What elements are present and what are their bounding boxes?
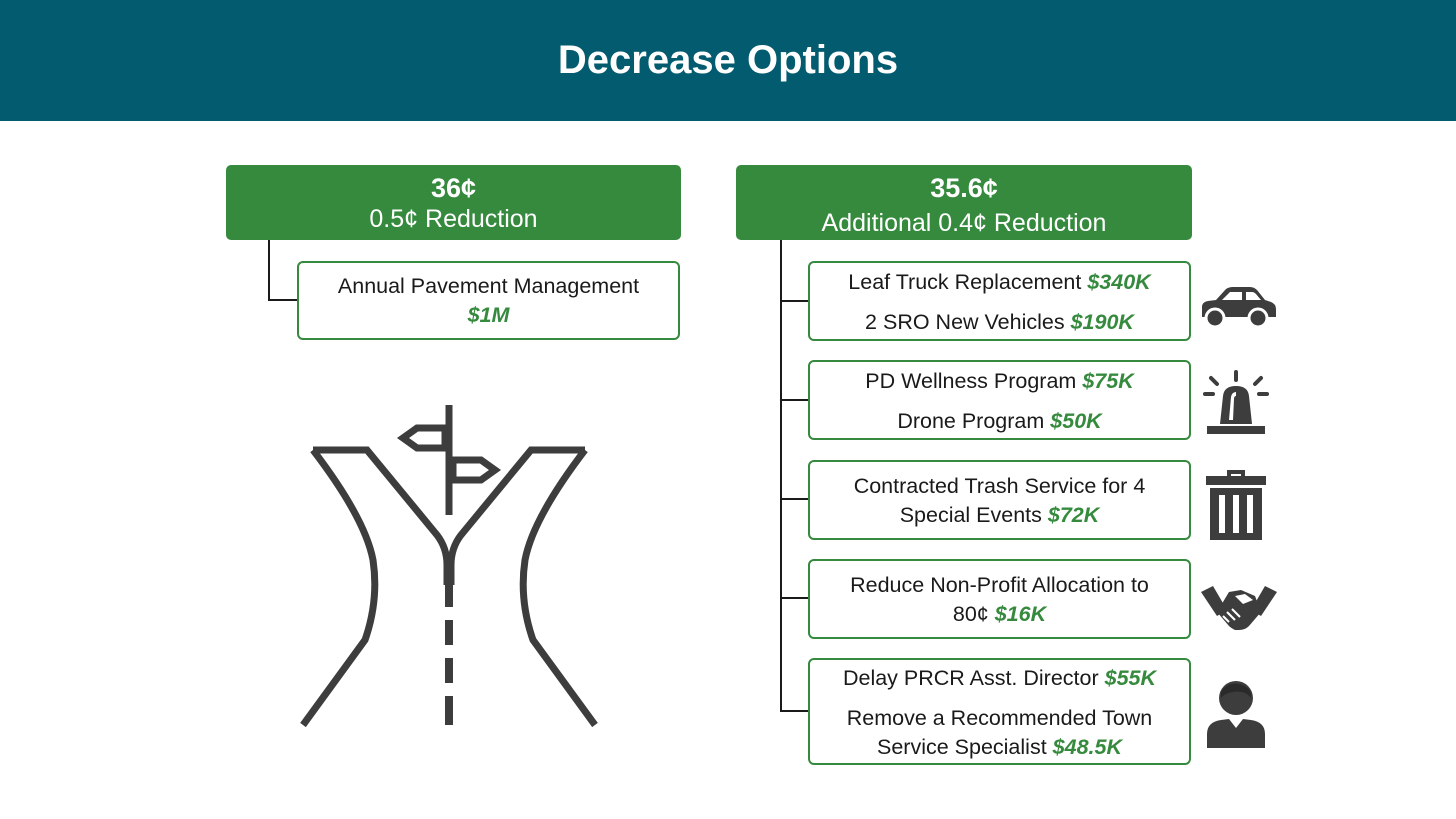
item-amount: $75K: [1082, 369, 1134, 393]
connector-line: [780, 710, 809, 712]
item-label: 2 SRO New Vehicles: [865, 310, 1065, 334]
item-label: Leaf Truck Replacement: [848, 270, 1082, 294]
staffing-item: Delay PRCR Asst. Director $55K Remove a …: [808, 658, 1191, 765]
vehicles-item: Leaf Truck Replacement $340K 2 SRO New V…: [808, 261, 1191, 341]
item-amount: $72K: [1047, 503, 1100, 527]
connector-line: [268, 240, 270, 300]
option-35-6-header: 35.6¢ Additional 0.4¢ Reduction: [736, 165, 1192, 240]
person-icon: [1207, 681, 1265, 748]
car-icon: [1202, 287, 1276, 329]
police-siren-icon: [1203, 370, 1269, 434]
connector-line: [780, 597, 809, 599]
connector-line: [780, 300, 809, 302]
item-label: Special Events: [899, 503, 1042, 527]
item-amount: $1M: [467, 303, 510, 327]
option-subtitle: 0.5¢ Reduction: [369, 205, 538, 233]
handshake-icon: [1201, 586, 1277, 630]
diverging-road-signpost-icon: [300, 405, 598, 728]
item-label: Annual Pavement Management: [337, 274, 640, 298]
item-label: PD Wellness Program: [865, 369, 1077, 393]
title-banner: Decrease Options: [0, 0, 1456, 121]
connector-line: [780, 399, 809, 401]
connector-line: [268, 299, 298, 301]
option-rate: 35.6¢: [930, 173, 998, 203]
item-label: 80¢: [952, 602, 989, 626]
item-amount: $340K: [1087, 270, 1151, 294]
item-label: Delay PRCR Asst. Director: [842, 666, 1099, 690]
item-label: Service Specialist: [876, 735, 1047, 759]
item-amount: $50K: [1050, 409, 1102, 433]
trash-service-item: Contracted Trash Service for 4 Special E…: [808, 460, 1191, 540]
connector-line: [780, 498, 809, 500]
item-label: Contracted Trash Service for 4: [853, 474, 1146, 498]
option-36-header: 36¢ 0.5¢ Reduction: [226, 165, 681, 240]
connector-line: [780, 240, 782, 712]
non-profit-allocation-item: Reduce Non-Profit Allocation to 80¢ $16K: [808, 559, 1191, 639]
option-rate: 36¢: [430, 173, 477, 203]
page-title: Decrease Options: [557, 38, 899, 82]
option-subtitle: Additional 0.4¢ Reduction: [821, 209, 1107, 237]
item-label: Drone Program: [897, 409, 1045, 433]
item-amount: $48.5K: [1052, 735, 1122, 759]
item-label: Reduce Non-Profit Allocation to: [850, 573, 1149, 597]
item-label: Remove a Recommended Town: [846, 706, 1153, 730]
item-amount: $55K: [1104, 666, 1157, 690]
trash-can-icon: [1206, 470, 1266, 540]
pavement-management-item: Annual Pavement Management $1M: [297, 261, 680, 340]
police-programs-item: PD Wellness Program $75K Drone Program $…: [808, 360, 1191, 440]
item-amount: $190K: [1070, 310, 1134, 334]
item-amount: $16K: [994, 602, 1047, 626]
